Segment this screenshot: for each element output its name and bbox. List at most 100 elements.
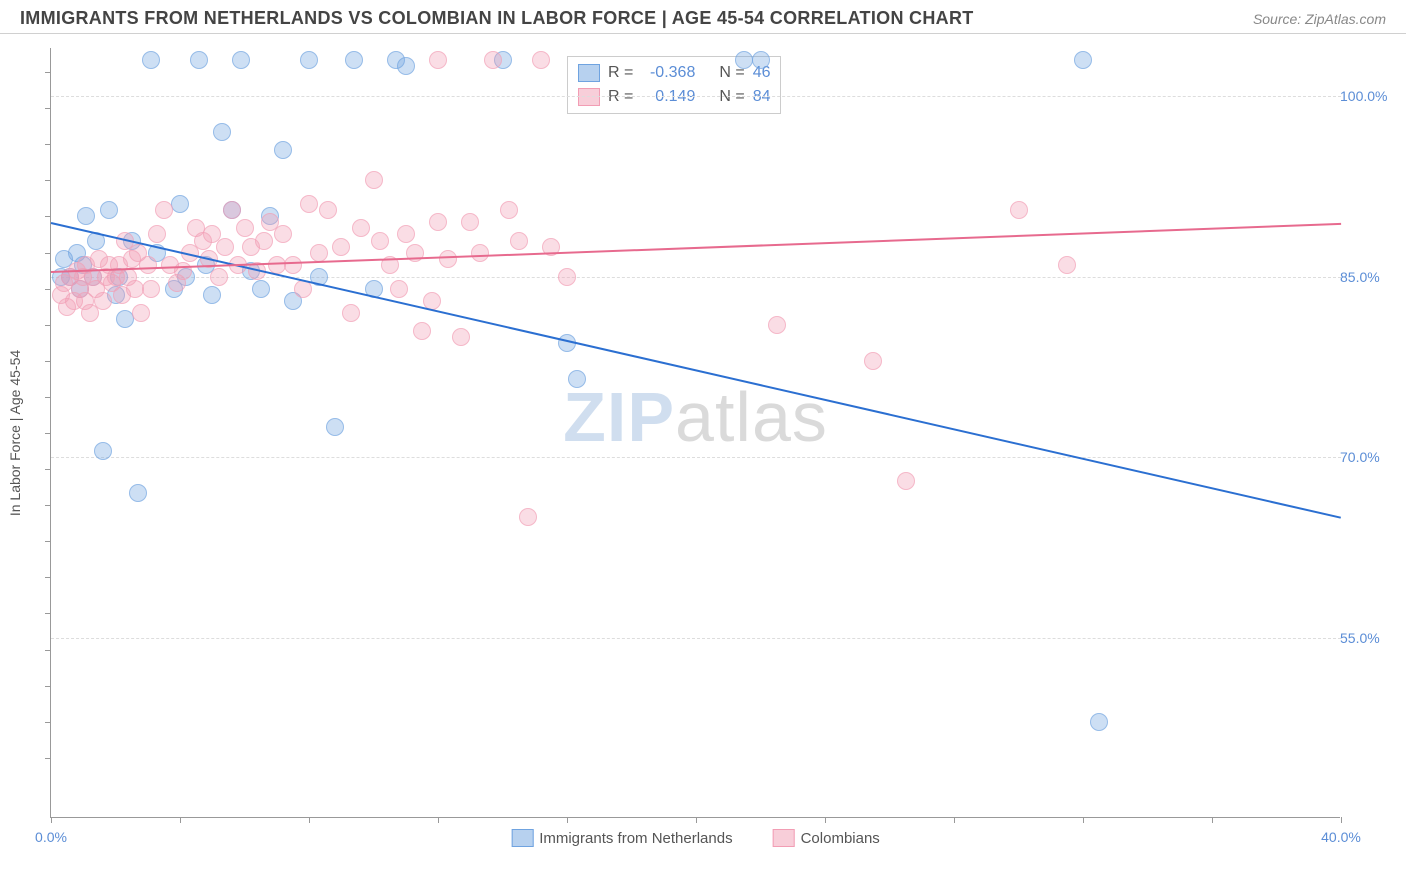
- y-tick: [45, 541, 51, 542]
- y-tick: [45, 686, 51, 687]
- y-tick: [45, 289, 51, 290]
- data-point: [429, 51, 447, 69]
- data-point: [129, 484, 147, 502]
- data-point: [77, 207, 95, 225]
- data-point: [148, 225, 166, 243]
- data-point: [236, 219, 254, 237]
- y-tick: [45, 722, 51, 723]
- x-tick: [1212, 817, 1213, 823]
- data-point: [274, 141, 292, 159]
- chart-title: IMMIGRANTS FROM NETHERLANDS VS COLOMBIAN…: [20, 8, 974, 29]
- x-tick: [1341, 817, 1342, 823]
- data-point: [171, 195, 189, 213]
- plot-area: In Labor Force | Age 45-54 ZIPatlas R =-…: [50, 48, 1340, 818]
- watermark: ZIPatlas: [563, 377, 828, 457]
- data-point: [232, 51, 250, 69]
- data-point: [210, 268, 228, 286]
- x-tick: [180, 817, 181, 823]
- data-point: [94, 442, 112, 460]
- data-point: [345, 51, 363, 69]
- legend-item: Immigrants from Netherlands: [511, 829, 732, 847]
- legend-label: Colombians: [801, 830, 880, 847]
- data-point: [174, 262, 192, 280]
- y-tick: [45, 216, 51, 217]
- y-tick: [45, 108, 51, 109]
- data-point: [274, 225, 292, 243]
- x-tick: [825, 817, 826, 823]
- data-point: [452, 328, 470, 346]
- data-point: [326, 418, 344, 436]
- data-point: [484, 51, 502, 69]
- watermark-atlas: atlas: [675, 378, 828, 456]
- data-point: [390, 280, 408, 298]
- data-point: [558, 268, 576, 286]
- data-point: [413, 322, 431, 340]
- gridline: [51, 638, 1341, 639]
- y-tick: [45, 469, 51, 470]
- y-tick-label: 55.0%: [1340, 630, 1390, 646]
- x-tick: [1083, 817, 1084, 823]
- data-point: [142, 51, 160, 69]
- data-point: [371, 232, 389, 250]
- data-point: [429, 213, 447, 231]
- gridline: [51, 96, 1341, 97]
- trend-line: [51, 222, 1341, 519]
- legend-label: Immigrants from Netherlands: [539, 830, 732, 847]
- header: IMMIGRANTS FROM NETHERLANDS VS COLOMBIAN…: [0, 0, 1406, 34]
- x-tick: [567, 817, 568, 823]
- data-point: [252, 280, 270, 298]
- data-point: [352, 219, 370, 237]
- data-point: [752, 51, 770, 69]
- data-point: [568, 370, 586, 388]
- legend-swatch: [578, 64, 600, 82]
- y-tick-label: 70.0%: [1340, 449, 1390, 465]
- data-point: [471, 244, 489, 262]
- y-tick: [45, 397, 51, 398]
- data-point: [213, 123, 231, 141]
- x-tick: [696, 817, 697, 823]
- data-point: [132, 304, 150, 322]
- y-tick: [45, 505, 51, 506]
- y-tick: [45, 650, 51, 651]
- y-tick: [45, 577, 51, 578]
- data-point: [319, 201, 337, 219]
- legend-item: Colombians: [773, 829, 880, 847]
- data-point: [461, 213, 479, 231]
- y-tick: [45, 72, 51, 73]
- data-point: [142, 280, 160, 298]
- x-tick: [438, 817, 439, 823]
- x-tick: [309, 817, 310, 823]
- data-point: [155, 201, 173, 219]
- y-tick: [45, 433, 51, 434]
- data-point: [342, 304, 360, 322]
- x-tick-label: 40.0%: [1321, 829, 1361, 845]
- y-axis-label: In Labor Force | Age 45-54: [7, 349, 23, 515]
- data-point: [100, 201, 118, 219]
- legend-swatch: [773, 829, 795, 847]
- data-point: [255, 232, 273, 250]
- data-point: [1074, 51, 1092, 69]
- x-tick: [51, 817, 52, 823]
- watermark-zip: ZIP: [563, 378, 675, 456]
- data-point: [519, 508, 537, 526]
- data-point: [1010, 201, 1028, 219]
- data-point: [300, 195, 318, 213]
- y-tick: [45, 758, 51, 759]
- data-point: [500, 201, 518, 219]
- y-tick: [45, 180, 51, 181]
- data-point: [397, 57, 415, 75]
- data-point: [439, 250, 457, 268]
- y-tick-label: 85.0%: [1340, 269, 1390, 285]
- data-point: [94, 292, 112, 310]
- series-legend: Immigrants from Netherlands Colombians: [511, 829, 880, 847]
- data-point: [532, 51, 550, 69]
- data-point: [510, 232, 528, 250]
- source-label: Source: ZipAtlas.com: [1253, 11, 1386, 27]
- data-point: [300, 51, 318, 69]
- data-point: [310, 244, 328, 262]
- y-tick-label: 100.0%: [1340, 88, 1390, 104]
- y-tick: [45, 253, 51, 254]
- y-tick: [45, 361, 51, 362]
- data-point: [365, 171, 383, 189]
- r-label: R =: [608, 61, 633, 85]
